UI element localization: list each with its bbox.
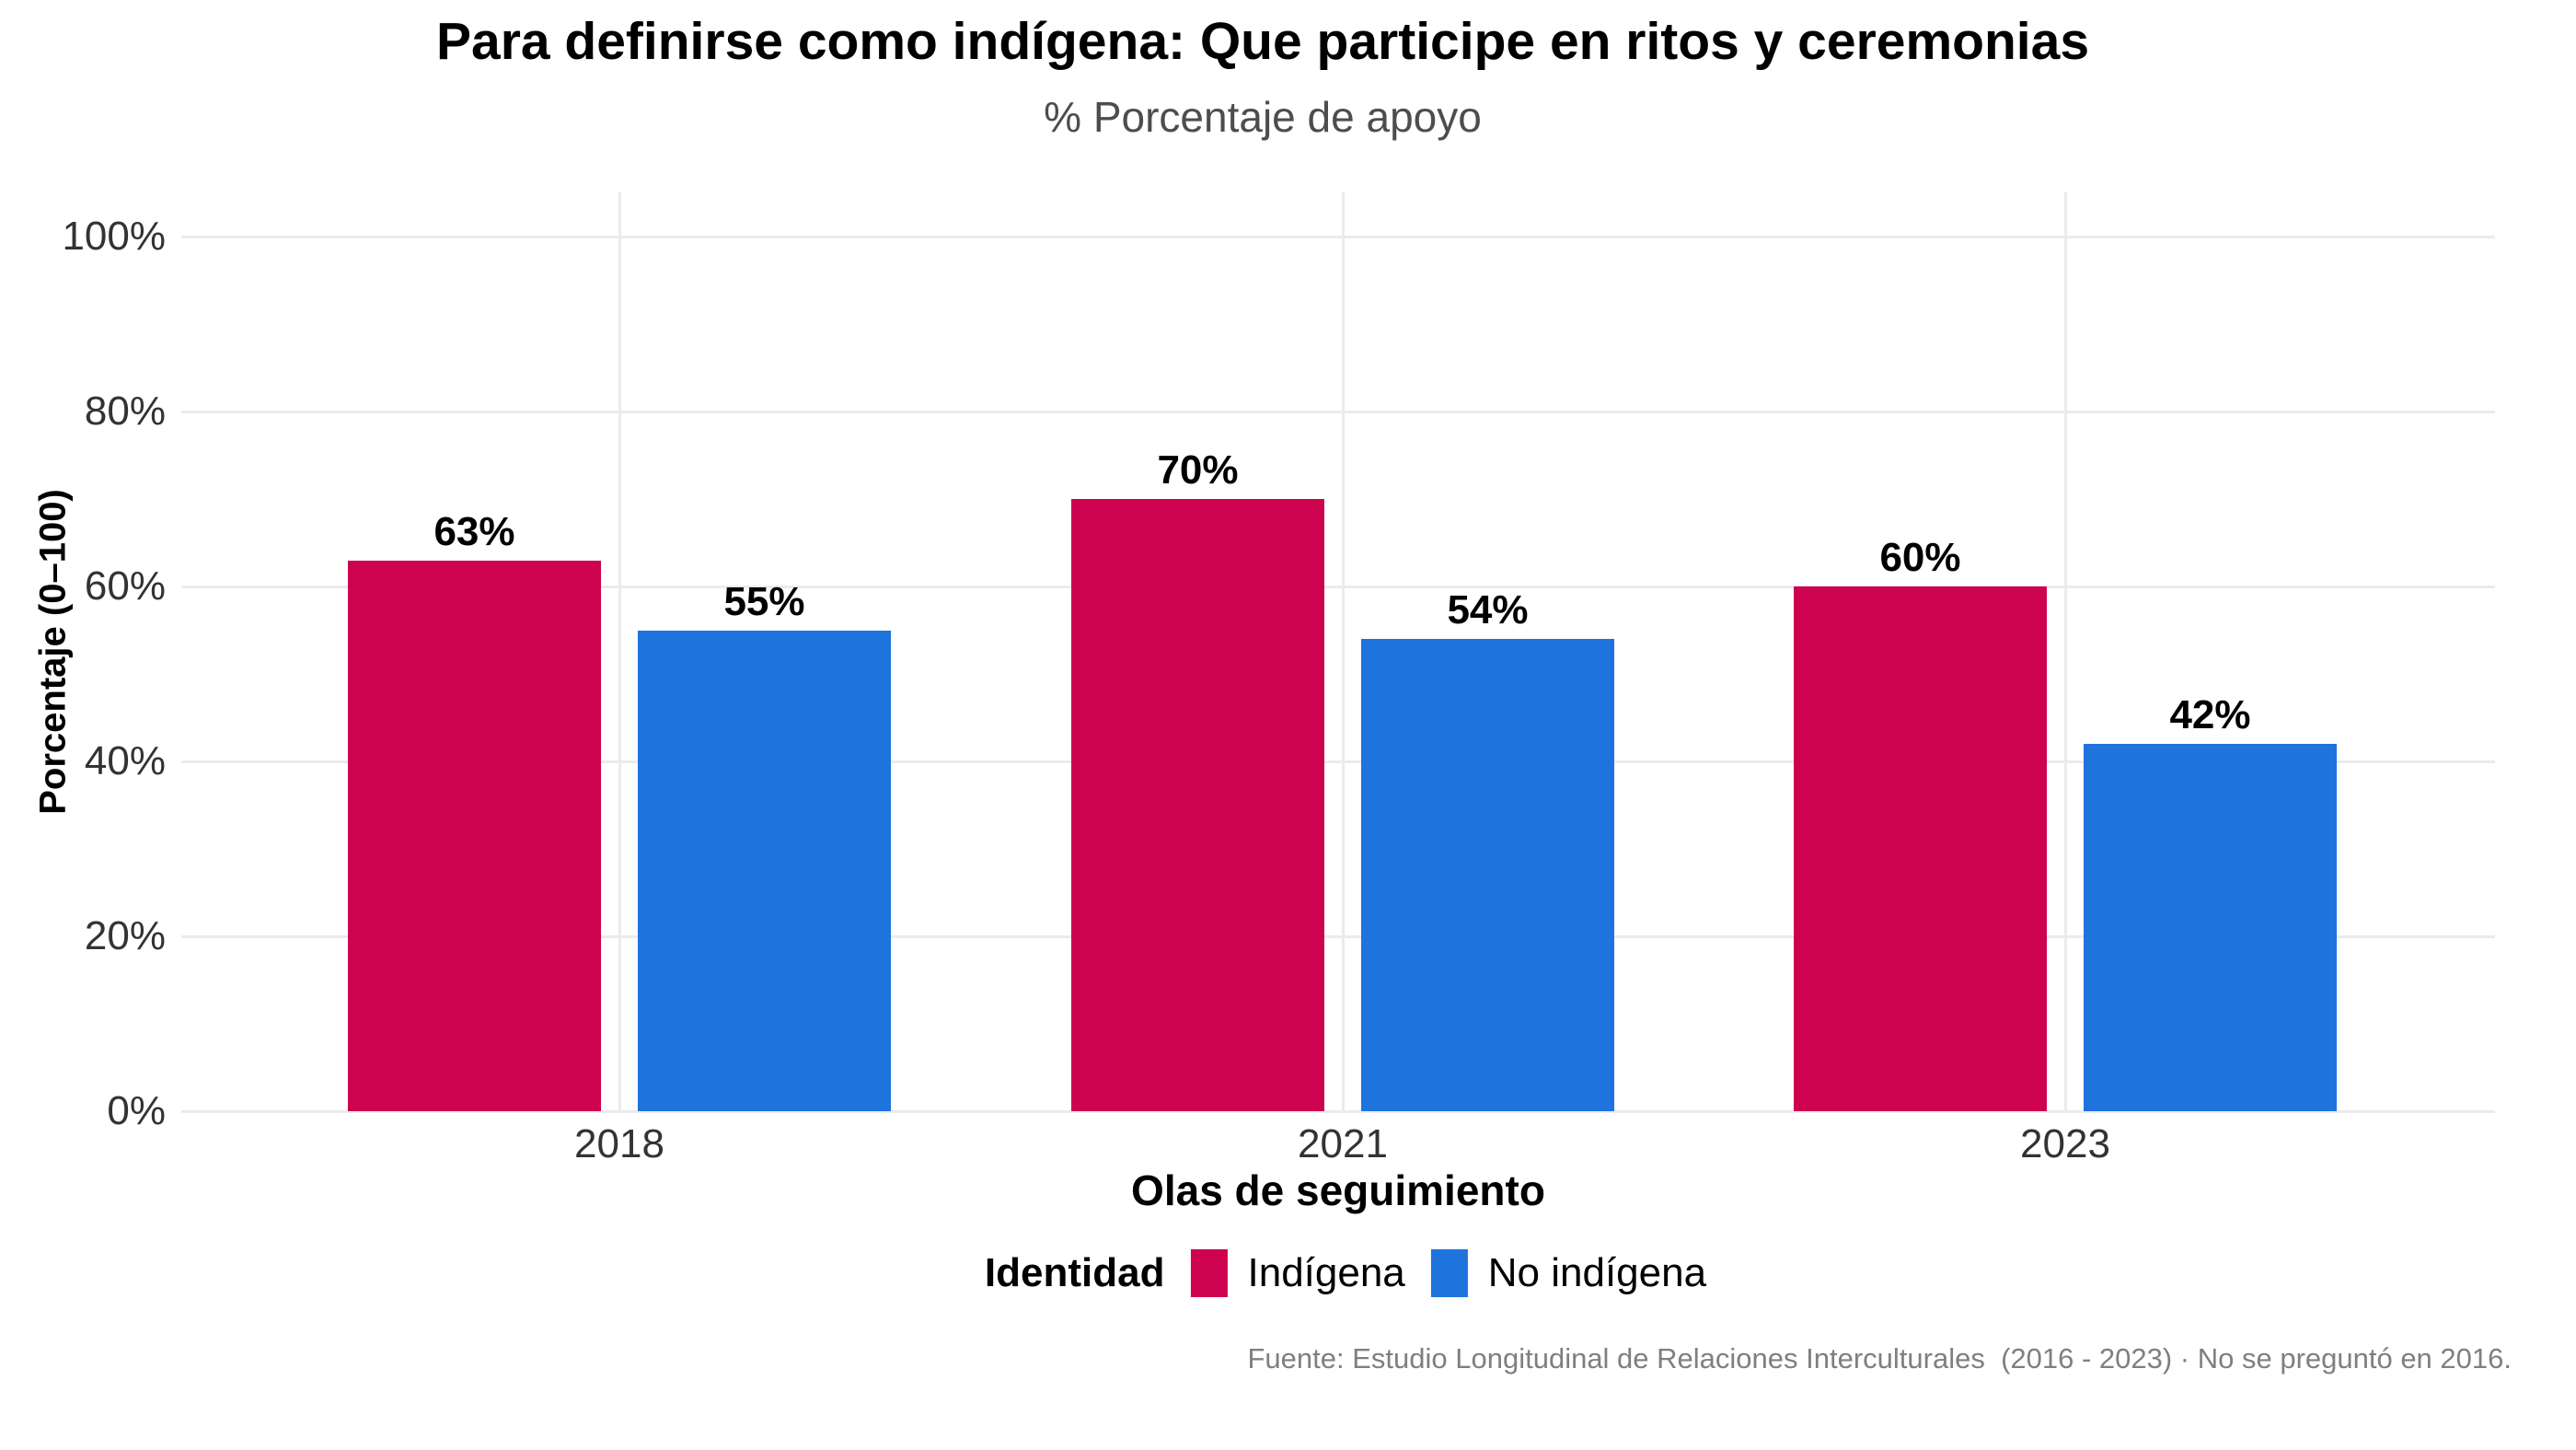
legend-item-no-indigena: No indígena [1430, 1249, 1707, 1297]
gridline-h-60 [181, 585, 2495, 588]
legend-swatch-no-indigena [1430, 1249, 1468, 1297]
legend-label-indigena: Indígena [1247, 1250, 1405, 1295]
bar-no-indigena-2021 [1361, 639, 1614, 1111]
chart-subtitle: % Porcentaje de apoyo [1044, 93, 1482, 141]
legend-swatch-indigena [1190, 1249, 1228, 1297]
bar-value-label-no-indigena-2023: 42% [2169, 692, 2251, 737]
gridline-v-2018 [618, 192, 621, 1111]
x-tick-label-2021: 2021 [1298, 1121, 1388, 1166]
bar-value-label-no-indigena-2021: 54% [1447, 587, 1529, 632]
gridline-v-2023 [2063, 192, 2067, 1111]
legend-title: Identidad [984, 1250, 1165, 1295]
gridline-h-0 [181, 1109, 2495, 1113]
bar-value-label-indigena-2021: 70% [1157, 447, 1239, 493]
gridline-h-80 [181, 410, 2495, 413]
bar-indigena-2023 [1794, 586, 2047, 1111]
y-axis-title: Porcentaje (0–100) [32, 489, 74, 815]
gridline-h-40 [181, 760, 2495, 763]
bar-value-label-no-indigena-2018: 55% [723, 578, 805, 624]
gridline-h-20 [181, 934, 2495, 938]
y-tick-label-0: 0% [107, 1088, 166, 1133]
bar-value-label-indigena-2018: 63% [433, 508, 515, 554]
y-tick-label-100: 100% [62, 214, 166, 259]
bar-value-label-indigena-2023: 60% [1879, 535, 1961, 580]
bar-indigena-2018 [348, 560, 601, 1111]
x-axis-title: Olas de seguimiento [1131, 1166, 1545, 1214]
gridline-v-2021 [1341, 192, 1345, 1111]
chart-title: Para definirse como indígena: Que partic… [435, 12, 2090, 71]
x-tick-label-2023: 2023 [2020, 1121, 2110, 1166]
gridline-h-100 [181, 235, 2495, 238]
bar-indigena-2021 [1071, 499, 1324, 1111]
y-tick-label-40: 40% [84, 738, 166, 783]
legend: Identidad Indígena No indígena [985, 1249, 1706, 1297]
legend-item-indigena: Indígena [1190, 1249, 1405, 1297]
legend-label-no-indigena: No indígena [1487, 1250, 1707, 1295]
y-tick-label-20: 20% [84, 913, 166, 958]
y-tick-label-80: 80% [84, 389, 166, 434]
y-tick-label-60: 60% [84, 563, 166, 609]
bar-no-indigena-2018 [638, 630, 891, 1111]
x-tick-label-2018: 2018 [574, 1121, 664, 1166]
bar-no-indigena-2023 [2084, 744, 2337, 1111]
chart-caption: Fuente: Estudio Longitudinal de Relacion… [1247, 1342, 2512, 1375]
